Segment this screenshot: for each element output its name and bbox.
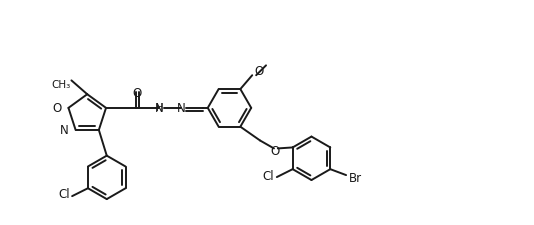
- Text: O: O: [270, 144, 279, 157]
- Text: Br: Br: [349, 171, 362, 184]
- Text: N: N: [177, 102, 185, 115]
- Text: O: O: [52, 102, 61, 115]
- Text: O: O: [254, 65, 263, 77]
- Text: Cl: Cl: [262, 169, 274, 182]
- Text: CH₃: CH₃: [51, 80, 70, 90]
- Text: Cl: Cl: [59, 187, 70, 200]
- Text: N: N: [60, 124, 69, 137]
- Text: O: O: [132, 87, 142, 100]
- Text: H: H: [156, 102, 163, 112]
- Text: N: N: [155, 102, 164, 115]
